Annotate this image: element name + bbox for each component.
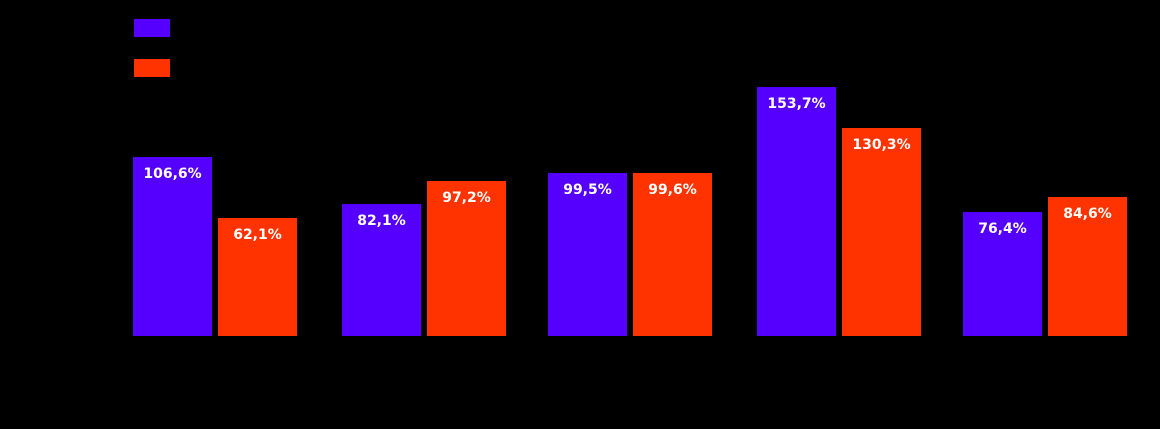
bar-value-label: 62,1%	[233, 227, 282, 243]
bar-series-a-1: 106,6%	[133, 157, 212, 336]
legend-swatch-series-b	[134, 59, 170, 77]
bar-series-a-5: 76,4%	[963, 212, 1042, 336]
bar-value-label: 84,6%	[1063, 206, 1112, 222]
bar-series-b-2: 97,2%	[427, 181, 506, 336]
bar-value-label: 99,5%	[563, 182, 612, 198]
bar-value-label: 99,6%	[648, 182, 697, 198]
bar-value-label: 82,1%	[357, 213, 406, 229]
bar-series-b-4: 130,3%	[842, 128, 921, 336]
bar-series-b-3: 99,6%	[633, 173, 712, 336]
bar-value-label: 153,7%	[767, 96, 826, 112]
legend-swatch-series-a	[134, 19, 170, 37]
bar-value-label: 97,2%	[442, 190, 491, 206]
bar-value-label: 76,4%	[978, 221, 1027, 237]
bar-series-a-3: 99,5%	[548, 173, 627, 336]
bar-value-label: 130,3%	[852, 137, 911, 153]
bar-value-label: 106,6%	[143, 166, 202, 182]
bar-series-b-5: 84,6%	[1048, 197, 1127, 336]
bar-series-a-2: 82,1%	[342, 204, 421, 336]
bar-series-b-1: 62,1%	[218, 218, 297, 336]
bar-series-a-4: 153,7%	[757, 87, 836, 336]
